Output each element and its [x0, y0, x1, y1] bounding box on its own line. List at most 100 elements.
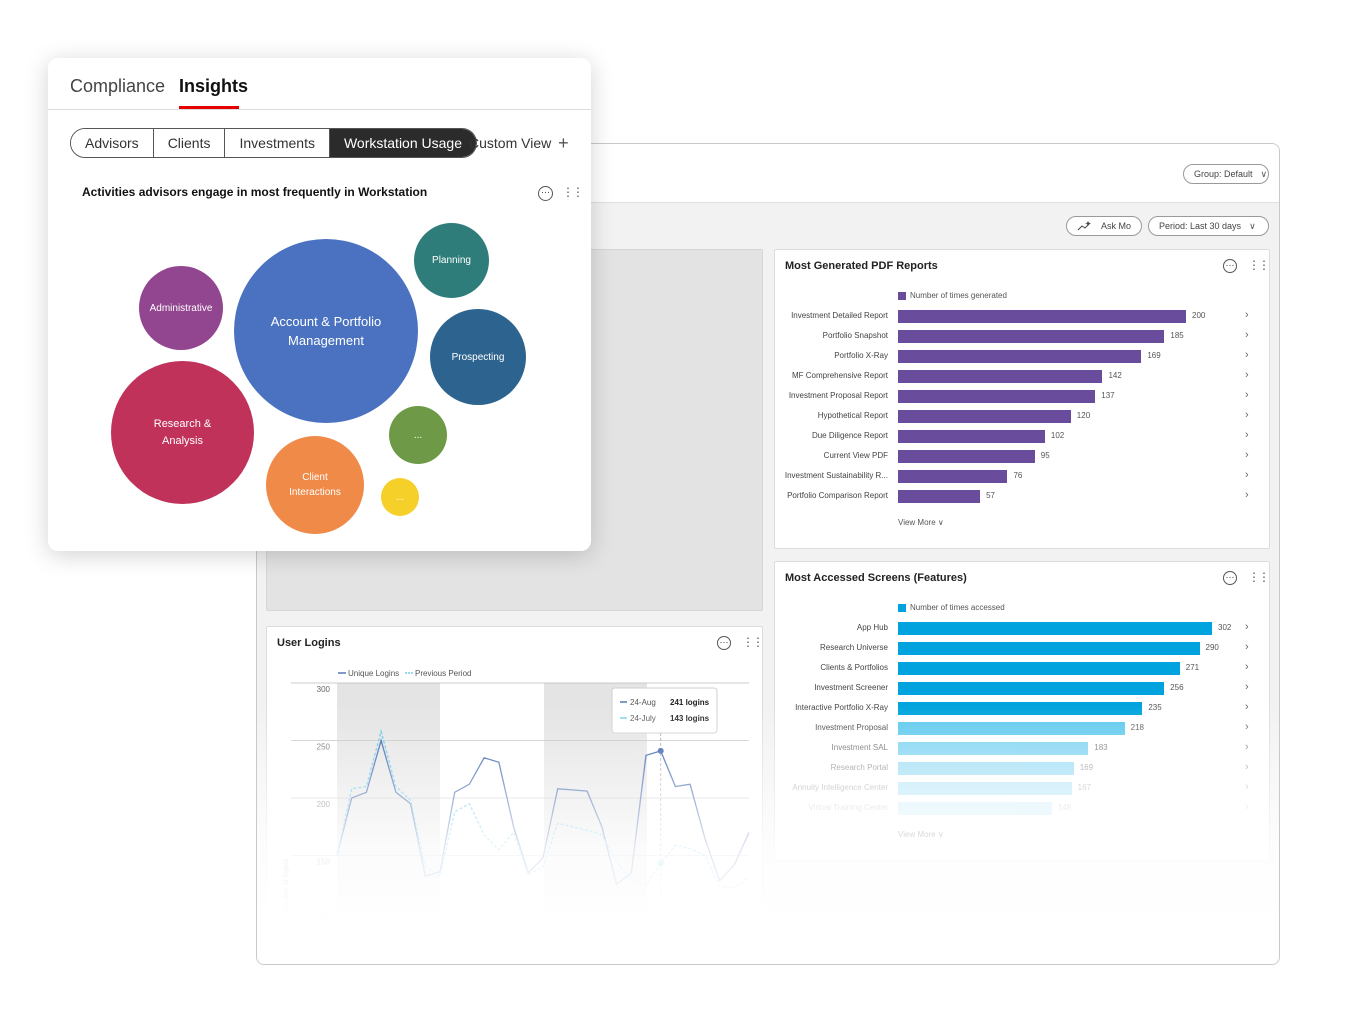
bar-label: Investment Sustainability R...	[784, 471, 888, 480]
bar	[898, 410, 1071, 423]
user-logins-panel: User Logins ··· ⋮⋮ Unique Logins Previou…	[266, 626, 764, 958]
legend-swatch	[898, 291, 906, 300]
segmented-control: Advisors Clients Investments Workstation…	[70, 128, 477, 158]
bar-row[interactable]: Due Diligence Report 102 ›	[775, 429, 1269, 444]
bar-row[interactable]: Investment Screener 256 ›	[775, 681, 1269, 696]
bar-row[interactable]: Investment Sustainability R... 76 ›	[775, 469, 1269, 484]
bubble-account-portfolio-management[interactable]: Account & Portfolio Management	[234, 239, 418, 423]
bar-row[interactable]: MF Comprehensive Report 142 ›	[775, 369, 1269, 384]
bar	[898, 642, 1200, 655]
ask-button-label: Ask Mo	[1100, 221, 1131, 231]
chevron-down-icon: ∨	[1260, 168, 1268, 179]
chevron-right-icon[interactable]: ›	[1245, 741, 1249, 753]
bar-row[interactable]: Portfolio Comparison Report 57 ›	[775, 489, 1269, 504]
bar-row[interactable]: Research Portal 169 ›	[775, 761, 1269, 776]
chevron-right-icon[interactable]: ›	[1245, 801, 1249, 813]
ask-button[interactable]: Ask Mo	[1066, 216, 1142, 236]
more-options-icon[interactable]: ···	[538, 186, 553, 201]
legend-label: Number of times generated	[910, 291, 1007, 300]
custom-view-button[interactable]: Custom View +	[469, 133, 569, 154]
more-options-icon[interactable]: ···	[1223, 259, 1237, 273]
bar-row[interactable]: Current View PDF 95 ›	[775, 449, 1269, 464]
chevron-right-icon[interactable]: ›	[1245, 489, 1249, 501]
chevron-right-icon[interactable]: ›	[1245, 429, 1249, 441]
chevron-right-icon[interactable]: ›	[1245, 409, 1249, 421]
panel-title: Most Accessed Screens (Features)	[785, 572, 967, 584]
bar-row[interactable]: Research Universe 290 ›	[775, 641, 1269, 656]
bar	[898, 350, 1142, 363]
bubble-administrative[interactable]: Administrative	[139, 266, 223, 350]
bar-value: 218	[1130, 723, 1145, 732]
bubble-other-2[interactable]: ...	[381, 478, 419, 516]
more-options-icon[interactable]: ···	[1223, 571, 1237, 585]
period-select[interactable]: Period: Last 30 days ∨	[1148, 216, 1269, 236]
bubble-planning[interactable]: Planning	[414, 223, 489, 298]
tab-insights[interactable]: Insights	[179, 76, 249, 96]
bubble-label: ...	[413, 429, 423, 441]
bar-label: Clients & Portfolios	[820, 663, 888, 672]
y-axis-label: Number of logins	[283, 859, 290, 912]
bar-row[interactable]: Investment SAL 183 ›	[775, 741, 1269, 756]
chevron-right-icon[interactable]: ›	[1245, 369, 1249, 381]
chevron-right-icon[interactable]: ›	[1245, 641, 1249, 653]
y-tick-label: 150	[317, 858, 331, 867]
bar-label: Investment Screener	[814, 683, 888, 692]
group-select[interactable]: Group: Default ∨	[1183, 164, 1269, 184]
bar-value: 102	[1050, 431, 1065, 440]
chevron-right-icon[interactable]: ›	[1245, 309, 1249, 321]
bar	[898, 622, 1212, 635]
chart-title: Activities advisors engage in most frequ…	[82, 185, 428, 199]
bar-row[interactable]: Interactive Portfolio X-Ray 235 ›	[775, 701, 1269, 716]
bar	[898, 742, 1089, 755]
view-more-link[interactable]: View More ∨	[898, 518, 944, 527]
bar-value: 235	[1148, 703, 1162, 712]
bubble-label: Client Interactions	[289, 472, 341, 498]
bar-value: 169	[1079, 763, 1094, 772]
bar-value: 142	[1108, 371, 1122, 380]
segment-advisors[interactable]: Advisors	[71, 129, 154, 157]
chevron-right-icon[interactable]: ›	[1245, 449, 1249, 461]
more-options-icon[interactable]: ···	[717, 636, 731, 650]
chevron-right-icon[interactable]: ›	[1245, 621, 1249, 633]
bar-row[interactable]: Investment Proposal 218 ›	[775, 721, 1269, 736]
bar-row[interactable]: Annuity Intelligence Center 167 ›	[775, 781, 1269, 796]
bar	[898, 722, 1125, 735]
bar-row[interactable]: Clients & Portfolios 271 ›	[775, 661, 1269, 676]
drag-handle-icon[interactable]: ⋮⋮	[562, 185, 584, 199]
drag-handle-icon[interactable]: ⋮⋮	[1248, 570, 1270, 584]
bar-row[interactable]: Investment Proposal Report 137 ›	[775, 389, 1269, 404]
drag-handle-icon[interactable]: ⋮⋮	[742, 635, 764, 649]
chevron-right-icon[interactable]: ›	[1245, 781, 1249, 793]
bubble-other-1[interactable]: ...	[389, 406, 447, 464]
chevron-right-icon[interactable]: ›	[1245, 329, 1249, 341]
chevron-right-icon[interactable]: ›	[1245, 349, 1249, 361]
line-chart: Unique Logins Previous Period Number of …	[283, 669, 750, 924]
bar-row[interactable]: Portfolio Snapshot 185 ›	[775, 329, 1269, 344]
bar-value: 185	[1170, 331, 1184, 340]
segment-clients[interactable]: Clients	[153, 129, 226, 157]
bubble-client-interactions[interactable]: Client Interactions	[266, 436, 364, 534]
bar-value: 167	[1077, 783, 1091, 792]
chevron-right-icon[interactable]: ›	[1245, 701, 1249, 713]
bubble-prospecting[interactable]: Prospecting	[430, 309, 526, 405]
bubble-research-analysis[interactable]: Research & Analysis	[111, 361, 254, 504]
bar	[898, 682, 1165, 695]
chevron-right-icon[interactable]: ›	[1245, 721, 1249, 733]
tab-compliance[interactable]: Compliance	[70, 76, 166, 96]
bar-row[interactable]: Investment Detailed Report 200 ›	[775, 309, 1269, 324]
bar-row[interactable]: App Hub 302 ›	[775, 621, 1269, 636]
segment-investments[interactable]: Investments	[225, 129, 330, 157]
chevron-right-icon[interactable]: ›	[1245, 681, 1249, 693]
chevron-right-icon[interactable]: ›	[1245, 761, 1249, 773]
chevron-right-icon[interactable]: ›	[1245, 469, 1249, 481]
segment-workstation-usage[interactable]: Workstation Usage	[329, 129, 476, 157]
chevron-right-icon[interactable]: ›	[1245, 389, 1249, 401]
bar-label: Investment SAL	[831, 743, 888, 752]
drag-handle-icon[interactable]: ⋮⋮	[1248, 258, 1270, 272]
bar-row[interactable]: Virtual Training Center 148 ›	[775, 801, 1269, 816]
bar-value: 290	[1205, 643, 1219, 652]
view-more-link[interactable]: View More ∨	[898, 830, 944, 839]
chevron-right-icon[interactable]: ›	[1245, 661, 1249, 673]
bar-row[interactable]: Portfolio X-Ray 169 ›	[775, 349, 1269, 364]
bar-row[interactable]: Hypothetical Report 120 ›	[775, 409, 1269, 424]
